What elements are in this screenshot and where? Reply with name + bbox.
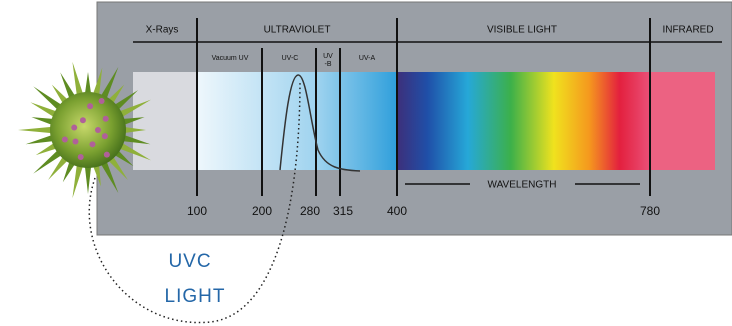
band-label: X-Rays bbox=[146, 25, 179, 36]
virus-part bbox=[95, 127, 101, 133]
wavelength-label: 100 bbox=[187, 204, 207, 218]
virus-part bbox=[72, 138, 78, 144]
virus-part bbox=[87, 103, 93, 109]
virus-part bbox=[89, 141, 95, 147]
wavelength-label: 780 bbox=[640, 204, 660, 218]
band-label: INFRARED bbox=[662, 25, 713, 36]
caption: LIGHT bbox=[165, 286, 226, 307]
axis-label: WAVELENGTH bbox=[488, 180, 557, 191]
virus-part bbox=[62, 137, 68, 143]
sub-band-label: Vacuum UV bbox=[212, 55, 249, 62]
virus-part bbox=[50, 92, 126, 168]
virus-part bbox=[18, 127, 54, 134]
virus-part bbox=[85, 164, 92, 194]
virus-part bbox=[104, 152, 110, 158]
virus-part bbox=[72, 62, 83, 98]
virus-part bbox=[80, 117, 86, 123]
caption: UVC bbox=[168, 251, 211, 272]
band-label: ULTRAVIOLET bbox=[264, 25, 331, 36]
diagram: X-Rays ULTRAVIOLET VISIBLE LIGHT INFRARE… bbox=[0, 0, 732, 326]
virus-part bbox=[78, 154, 84, 160]
wavelength-label: 400 bbox=[387, 204, 407, 218]
sub-band-label: UV-C bbox=[282, 55, 299, 62]
sub-band-label: -B bbox=[325, 61, 332, 68]
virus-part bbox=[103, 116, 109, 122]
virus-part bbox=[72, 162, 83, 198]
visible-band bbox=[397, 72, 650, 170]
virus-part bbox=[102, 133, 108, 139]
wavelength-label: 200 bbox=[252, 204, 272, 218]
virus-part bbox=[99, 98, 105, 104]
sub-band-label: UV-A bbox=[359, 55, 376, 62]
virus-part bbox=[71, 125, 77, 131]
sub-band-label: UV bbox=[323, 53, 333, 60]
wavelength-label: 315 bbox=[333, 204, 353, 218]
infrared-band bbox=[650, 72, 715, 170]
band-label: VISIBLE LIGHT bbox=[487, 25, 557, 36]
wavelength-label: 280 bbox=[300, 204, 320, 218]
